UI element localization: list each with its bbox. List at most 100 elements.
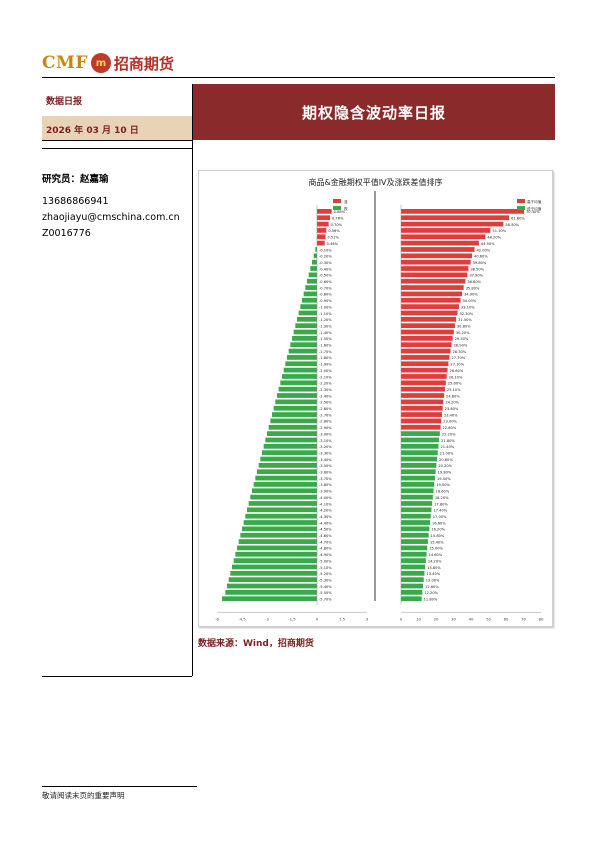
right-bar-53 <box>401 545 428 551</box>
right-bar-0 <box>401 209 525 214</box>
right-bar-25 <box>401 367 448 373</box>
right-bar-31 <box>401 405 443 411</box>
right-tick-label: 60 <box>504 617 509 622</box>
left-bar-55 <box>233 558 317 563</box>
left-bar-29 <box>277 393 317 398</box>
right-bar-54 <box>401 551 427 557</box>
left-bar-49 <box>243 520 317 525</box>
left-bar-label-49: -4.40% <box>319 521 332 525</box>
left-bar-label-31: -2.60% <box>319 407 332 411</box>
right-bar-55 <box>401 558 426 563</box>
left-bar-58 <box>228 577 317 583</box>
right-bar-label-16: 32.30% <box>460 312 474 316</box>
left-bar-9 <box>310 266 317 271</box>
left-bar-label-47: -4.20% <box>319 509 332 513</box>
left-bar-21 <box>290 342 317 348</box>
right-bar-label-8: 39.80% <box>473 261 487 265</box>
chart-svg: 0.88% 0.78% 0.70% 0.56% 0.51% 0.46% -0.10% -0.2… <box>215 191 544 622</box>
right-bar-28 <box>401 386 445 392</box>
footer-disclaimer: 敬请阅读末页的重要声明 <box>42 791 125 800</box>
left-bar-61 <box>222 596 317 602</box>
left-legend-label-down: 跌 <box>344 206 348 211</box>
right-bar-18 <box>401 323 455 329</box>
right-bar-36 <box>401 437 440 443</box>
right-bar-label-21: 28.90% <box>454 344 468 348</box>
left-bar-label-23: -1.80% <box>319 356 332 360</box>
right-bar-label-49: 16.60% <box>432 521 446 525</box>
left-bar-label-24: -1.90% <box>319 363 332 367</box>
left-bar-label-22: -1.70% <box>319 350 332 354</box>
left-bar-label-56: -5.10% <box>319 566 332 570</box>
right-bar-6 <box>401 247 475 252</box>
right-bar-39 <box>401 456 438 462</box>
right-bar-4 <box>401 234 486 240</box>
left-bar-label-15: -1.00% <box>319 305 332 309</box>
right-bar-58 <box>401 577 424 583</box>
left-bar-label-10: -0.50% <box>319 274 332 278</box>
right-bar-57 <box>401 570 425 576</box>
left-bar-label-55: -5.00% <box>319 559 332 563</box>
right-bar-14 <box>401 297 461 303</box>
right-bar-label-52: 15.40% <box>430 540 444 544</box>
left-bar-43 <box>253 482 317 487</box>
right-bar-21 <box>401 342 452 348</box>
left-bar-label-14: -0.90% <box>319 299 332 303</box>
left-bar-7 <box>313 253 317 259</box>
right-bar-label-14: 34.00% <box>463 299 477 303</box>
right-bar-label-54: 14.60% <box>429 553 443 557</box>
right-bar-label-13: 34.90% <box>464 293 478 297</box>
left-bar-37 <box>263 443 317 449</box>
left-bar-36 <box>265 437 317 443</box>
logo-cn-text: 招商期货 <box>113 54 174 73</box>
right-bar-16 <box>401 310 458 316</box>
right-bar-38 <box>401 450 438 456</box>
header-rule <box>42 77 555 78</box>
right-bar-label-57: 13.40% <box>426 572 440 576</box>
right-bar-label-31: 23.80% <box>445 407 459 411</box>
right-bar-label-26: 26.10% <box>449 375 463 379</box>
left-bar-label-57: -5.20% <box>319 572 332 576</box>
right-legend-label-high: 高于均值 <box>527 199 542 204</box>
right-bar-label-7: 40.60% <box>474 255 488 259</box>
analyst-info: 研究员：赵嘉瑜 13686866941 zhaojiayu@cmschina.c… <box>42 172 190 242</box>
left-bar-22 <box>288 348 317 354</box>
left-bar-18 <box>295 323 317 329</box>
chart-frame: 商品&金融期权平值IV及涨跌差值排序 0.88% 0.78% 0.70% 0.56% 0… <box>198 170 553 627</box>
right-bar-3 <box>401 228 491 233</box>
left-bar-24 <box>285 361 317 367</box>
right-bar-52 <box>401 539 428 544</box>
chart-title: 商品&金融期权平值IV及涨跌差值排序 <box>308 178 443 187</box>
right-bar-label-50: 16.20% <box>431 528 445 532</box>
left-bar-label-46: -4.10% <box>319 502 332 506</box>
left-bar-label-45: -4.00% <box>319 496 332 500</box>
left-bar-label-37: -3.20% <box>319 445 332 449</box>
left-bar-label-53: -4.80% <box>319 547 332 551</box>
right-bar-label-59: 12.60% <box>425 585 439 589</box>
left-bar-26 <box>282 374 317 379</box>
left-bar-label-44: -3.90% <box>319 490 332 494</box>
left-bar-label-16: -1.10% <box>319 312 332 316</box>
right-bar-label-30: 24.20% <box>445 401 459 405</box>
left-bar-52 <box>238 539 317 544</box>
left-bar-label-26: -2.10% <box>319 375 332 379</box>
left-bar-label-42: -3.70% <box>319 477 332 481</box>
left-bar-28 <box>278 386 317 392</box>
right-bar-label-6: 42.00% <box>477 248 491 252</box>
left-bar-label-9: -0.40% <box>319 267 332 271</box>
right-bar-15 <box>401 304 459 309</box>
right-bar-label-28: 25.10% <box>447 388 461 392</box>
left-bar-3 <box>317 228 327 233</box>
right-bar-5 <box>401 240 479 246</box>
right-bar-19 <box>401 329 454 335</box>
left-bar-11 <box>307 278 317 284</box>
right-bar-59 <box>401 583 424 589</box>
right-bar-label-22: 28.30% <box>453 350 467 354</box>
right-bar-30 <box>401 399 444 405</box>
left-legend-swatch-red <box>333 199 341 203</box>
right-bar-label-9: 38.50% <box>470 267 484 271</box>
left-tick-label: -4.5 <box>238 617 246 622</box>
right-bar-42 <box>401 475 435 481</box>
right-bar-label-37: 21.40% <box>440 445 454 449</box>
right-bar-label-45: 18.20% <box>435 496 449 500</box>
footer-rule <box>42 786 197 787</box>
